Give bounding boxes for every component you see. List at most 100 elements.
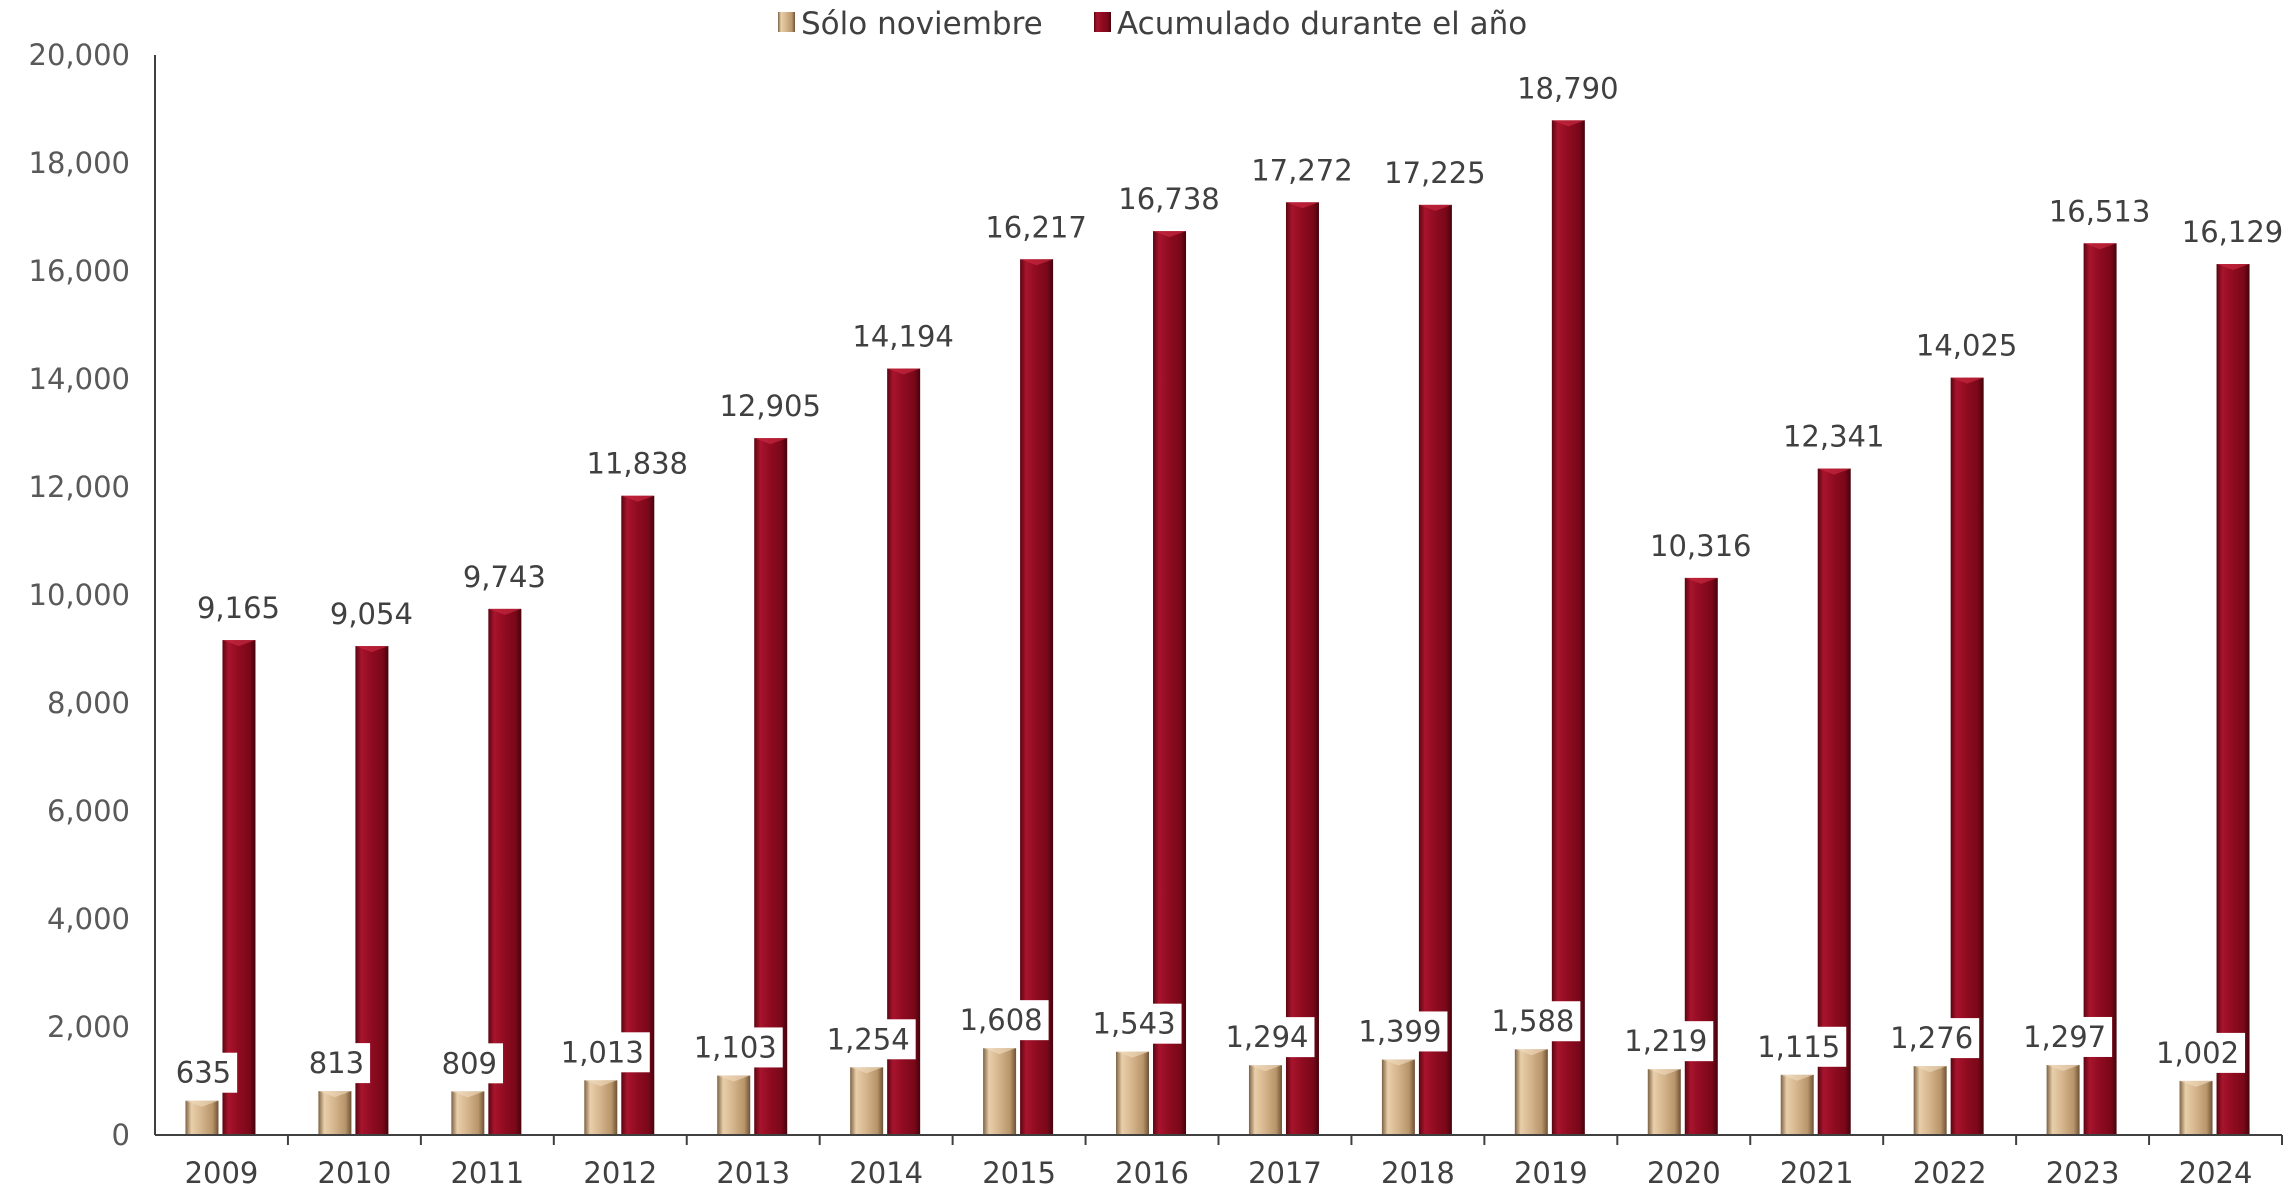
data-label-solo-noviembre: 809 [442, 1046, 497, 1080]
data-labels-acumulado: 9,165 9,054 9,743 11,838 12,905 14,194 16,217 1… [197, 71, 2283, 631]
bar-solo-noviembre [451, 1091, 485, 1135]
x-tick-label: 2009 [185, 1156, 259, 1190]
data-label-background [435, 1043, 504, 1084]
bar-solo-noviembre [1116, 1051, 1150, 1135]
legend-marker-acumulado [1094, 12, 1111, 32]
bar-solo-noviembre [2179, 1080, 2213, 1135]
data-label-box-solo-noviembre: 1,276 [1884, 1018, 1980, 1059]
data-label-box-solo-noviembre: 1,297 [2017, 1016, 2113, 1057]
data-label-acumulado: 9,054 [330, 597, 413, 631]
data-label-acumulado: 17,225 [1384, 156, 1485, 190]
data-labels-solo-noviembre: 635 813 809 1,013 1,103 1,254 1,608 1,543 1,294 1… [169, 1000, 2246, 1093]
y-tick-label: 10,000 [29, 578, 130, 612]
data-label-solo-noviembre: 1,103 [694, 1030, 777, 1064]
bar-solo-noviembre [1647, 1069, 1681, 1135]
y-tick-label: 20,000 [29, 38, 130, 72]
data-label-background [1219, 1017, 1315, 1058]
data-label-solo-noviembre: 1,002 [2156, 1036, 2239, 1070]
data-label-box-solo-noviembre: 635 [169, 1052, 238, 1093]
bar-cap-solo-noviembre [1514, 1049, 1548, 1056]
x-tick-label: 2014 [849, 1156, 923, 1190]
bar-cap-solo-noviembre [2179, 1080, 2213, 1087]
legend-label-acumulado: Acumulado durante el año [1117, 6, 1527, 42]
bar-solo-noviembre [318, 1091, 352, 1135]
data-label-solo-noviembre: 635 [176, 1056, 231, 1090]
bar-cap-solo-noviembre [1381, 1059, 1415, 1066]
bar-acumulado [754, 438, 788, 1135]
x-tick-label: 2010 [318, 1156, 392, 1190]
y-axis-tick-labels: 0 2,000 4,000 6,000 8,000 10,000 12,000 14,000 1… [29, 38, 130, 1152]
bar-acumulado [222, 640, 256, 1135]
bar-cap-solo-noviembre [1780, 1074, 1814, 1081]
bar-cap-solo-noviembre [1248, 1065, 1282, 1072]
data-label-box-solo-noviembre: 809 [435, 1043, 504, 1084]
bar-solo-noviembre [983, 1048, 1017, 1135]
bar-cap-solo-noviembre [185, 1100, 219, 1107]
data-label-background [1751, 1026, 1847, 1067]
x-tick-label: 2018 [1381, 1156, 1455, 1190]
y-tick-label: 6,000 [47, 794, 130, 828]
bar-solo-noviembre [850, 1067, 884, 1135]
x-tick-label: 2012 [583, 1156, 657, 1190]
bar-acumulado [1551, 120, 1585, 1136]
data-label-solo-noviembre: 1,115 [1757, 1030, 1840, 1064]
data-label-acumulado: 9,165 [197, 591, 280, 625]
bar-cap-acumulado [1418, 204, 1452, 211]
y-tick-label: 18,000 [29, 146, 130, 180]
data-label-solo-noviembre: 1,588 [1491, 1004, 1574, 1038]
data-label-solo-noviembre: 813 [309, 1046, 364, 1080]
data-label-solo-noviembre: 1,543 [1093, 1007, 1176, 1041]
data-label-box-solo-noviembre: 1,103 [687, 1027, 783, 1068]
data-label-acumulado: 14,025 [1916, 329, 2017, 363]
bar-solo-noviembre [584, 1080, 618, 1135]
bar-cap-acumulado [355, 646, 389, 653]
data-label-background [2017, 1016, 2113, 1057]
data-label-background [2150, 1032, 2246, 1073]
bar-solo-noviembre [1514, 1049, 1548, 1135]
y-tick-label: 12,000 [29, 470, 130, 504]
bar-cap-acumulado [222, 640, 256, 647]
data-label-box-solo-noviembre: 1,543 [1086, 1003, 1182, 1044]
x-axis-tick-labels: 2009 2010 2011 2012 2013 2014 2015 2016 2017 2018… [185, 1135, 2283, 1190]
bar-cap-acumulado [1684, 577, 1718, 584]
data-label-solo-noviembre: 1,608 [960, 1003, 1043, 1037]
bar-cap-solo-noviembre [1116, 1051, 1150, 1058]
x-tick-label: 2024 [2179, 1156, 2253, 1190]
bar-acumulado [1020, 259, 1054, 1136]
bar-cap-solo-noviembre [584, 1080, 618, 1087]
data-label-box-solo-noviembre: 813 [302, 1043, 371, 1084]
data-label-background [554, 1032, 650, 1073]
data-label-box-solo-noviembre: 1,294 [1219, 1017, 1315, 1058]
data-label-box-solo-noviembre: 1,254 [820, 1019, 916, 1060]
data-label-acumulado: 16,217 [985, 210, 1086, 244]
legend-label-solo-noviembre: Sólo noviembre [801, 6, 1043, 42]
bar-cap-solo-noviembre [850, 1067, 884, 1074]
bar-cap-solo-noviembre [717, 1075, 751, 1082]
data-label-solo-noviembre: 1,276 [1890, 1021, 1973, 1055]
x-tick-label: 2021 [1780, 1156, 1854, 1190]
data-label-acumulado: 12,341 [1783, 420, 1884, 454]
bar-cap-solo-noviembre [1647, 1069, 1681, 1076]
bar-solo-noviembre [717, 1075, 751, 1135]
bar-solo-noviembre [1248, 1065, 1282, 1135]
bar-cap-acumulado [1817, 468, 1851, 475]
bars [185, 120, 2250, 1136]
legend-marker-solo-noviembre [778, 12, 795, 32]
data-label-acumulado: 16,513 [2049, 194, 2150, 228]
bar-cap-solo-noviembre [2046, 1064, 2080, 1071]
bar-acumulado [887, 368, 921, 1135]
data-label-acumulado: 16,738 [1118, 182, 1219, 216]
legend: Sólo noviembre Acumulado durante el año [778, 6, 1527, 42]
data-label-box-solo-noviembre: 1,013 [554, 1032, 650, 1073]
y-tick-label: 14,000 [29, 362, 130, 396]
bar-cap-solo-noviembre [318, 1091, 352, 1098]
data-label-box-solo-noviembre: 1,399 [1352, 1011, 1448, 1052]
bar-solo-noviembre [1381, 1059, 1415, 1135]
bar-cap-acumulado [887, 368, 921, 375]
data-label-solo-noviembre: 1,297 [2023, 1020, 2106, 1054]
data-label-acumulado: 12,905 [719, 389, 820, 423]
bar-cap-acumulado [2083, 243, 2117, 250]
bar-acumulado [1817, 468, 1851, 1135]
y-tick-label: 0 [112, 1118, 130, 1152]
bar-acumulado [1950, 377, 1984, 1135]
